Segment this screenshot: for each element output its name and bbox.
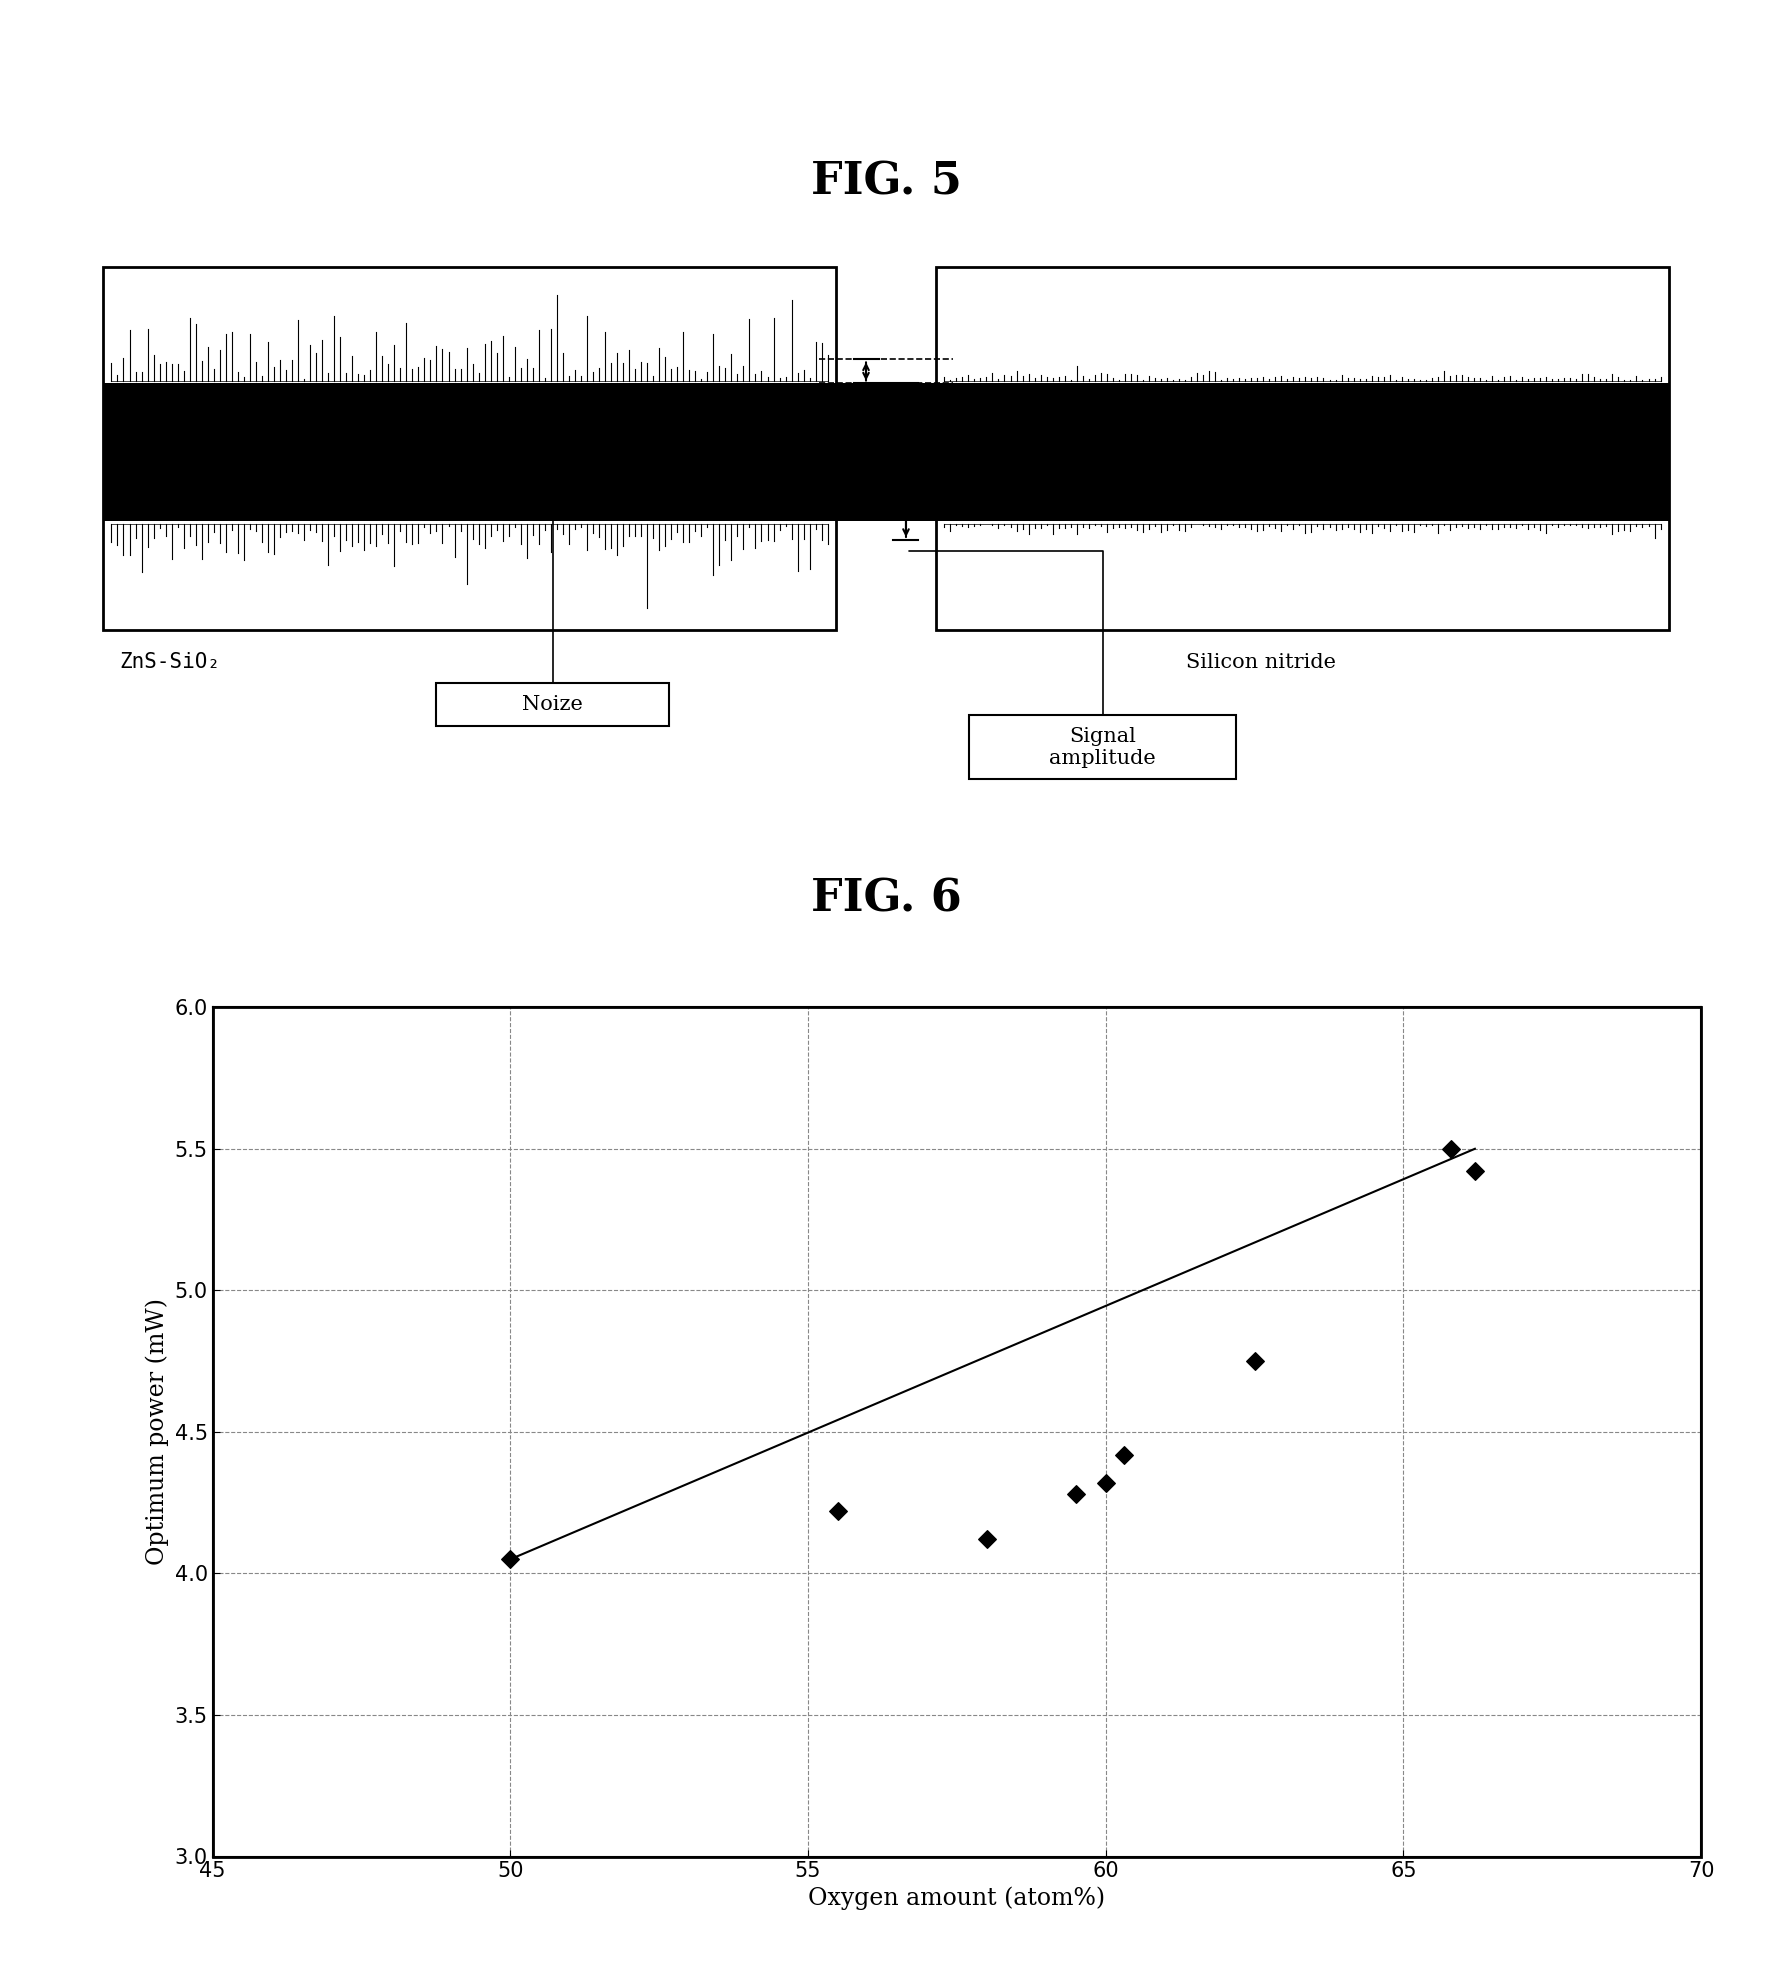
Bar xyxy=(103,383,1669,521)
Text: FIG. 5: FIG. 5 xyxy=(810,160,962,203)
Y-axis label: Optimum power (mW): Optimum power (mW) xyxy=(145,1298,168,1566)
Point xyxy=(1240,1345,1269,1377)
Bar xyxy=(969,715,1235,780)
Bar xyxy=(103,267,836,630)
Text: ZnS-SiO₂: ZnS-SiO₂ xyxy=(120,652,222,672)
Text: Noize: Noize xyxy=(523,695,583,715)
Text: FIG. 6: FIG. 6 xyxy=(810,877,962,920)
Bar xyxy=(936,267,1669,630)
X-axis label: Oxygen amount (atom%): Oxygen amount (atom%) xyxy=(808,1886,1106,1910)
Point xyxy=(824,1495,852,1527)
Bar xyxy=(103,383,836,521)
Bar xyxy=(836,383,936,521)
Text: Signal
amplitude: Signal amplitude xyxy=(1049,727,1155,768)
Point xyxy=(1460,1155,1488,1187)
Point xyxy=(1109,1438,1138,1469)
Point xyxy=(1061,1479,1090,1511)
Point xyxy=(1092,1467,1120,1499)
Text: Silicon nitride: Silicon nitride xyxy=(1185,652,1336,672)
Bar xyxy=(436,683,670,727)
Point xyxy=(1437,1134,1465,1165)
Bar xyxy=(103,267,836,630)
Point xyxy=(496,1544,525,1576)
Point xyxy=(973,1523,1001,1554)
Bar xyxy=(936,383,1669,521)
Bar xyxy=(936,267,1669,630)
Bar xyxy=(213,1007,1701,1856)
